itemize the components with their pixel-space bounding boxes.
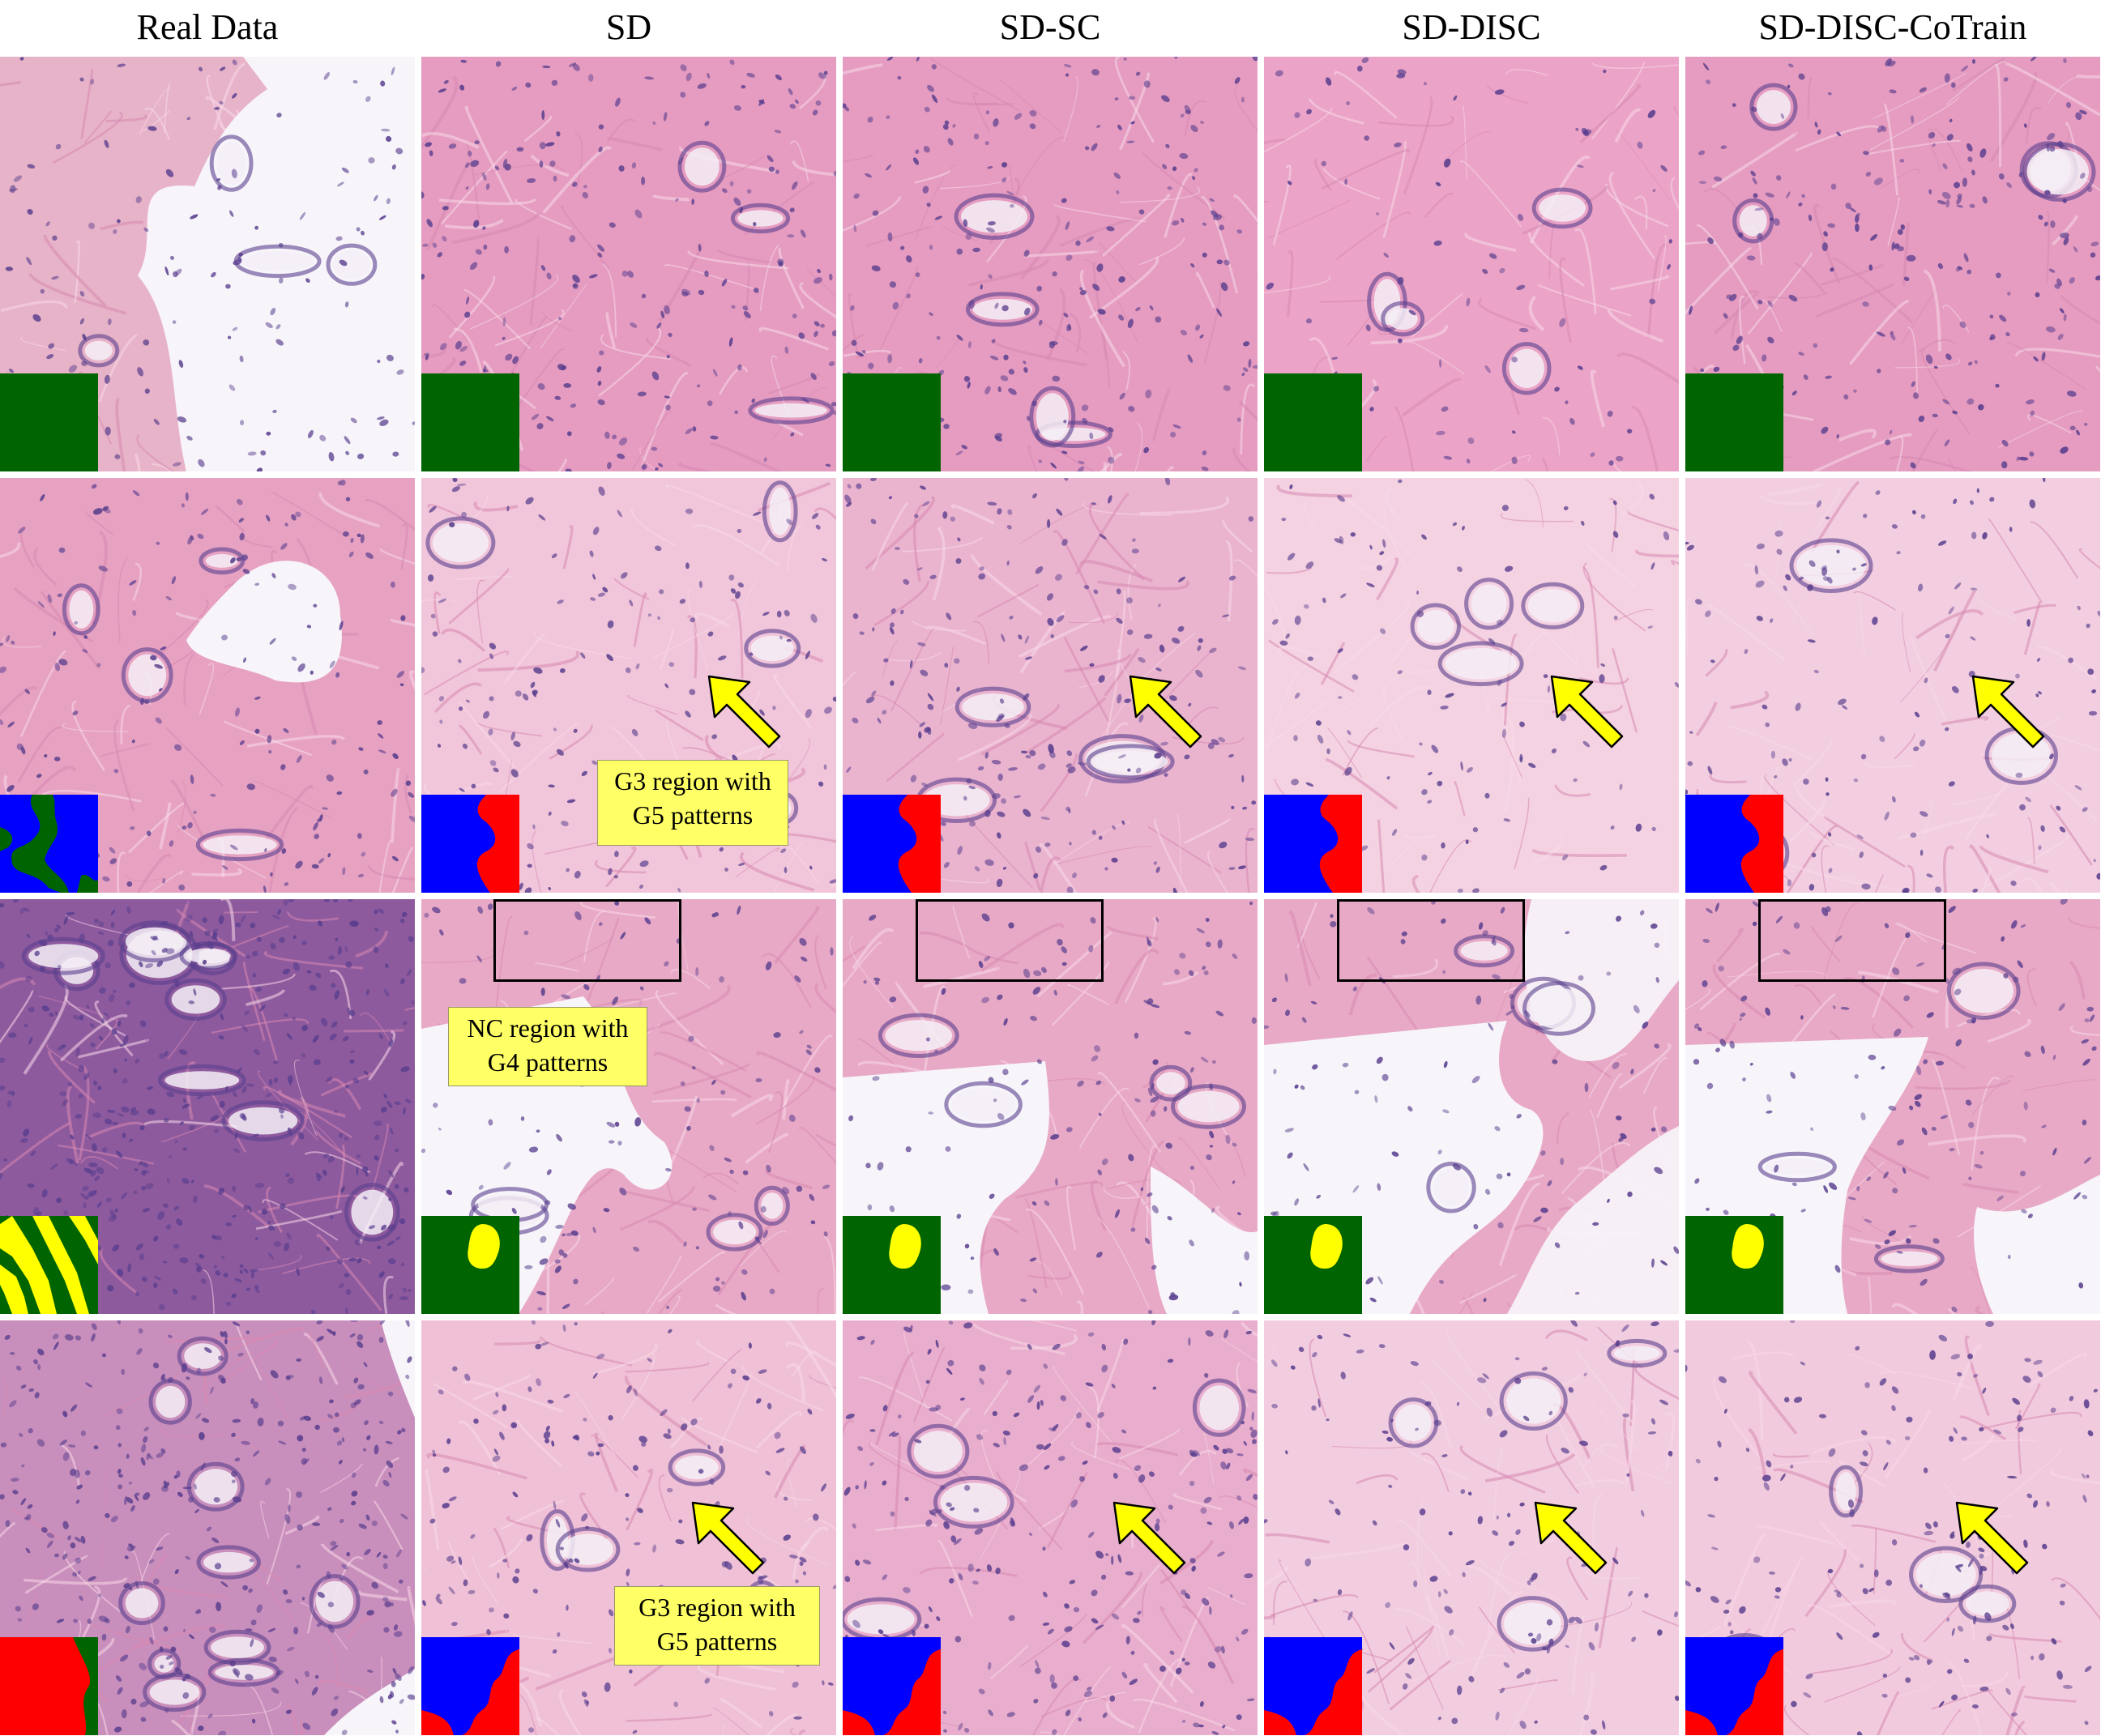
- segmentation-mask-inset: [421, 1216, 519, 1314]
- arrow-icon: [1531, 1499, 1612, 1580]
- tile-row1-sd-disc-cotrain: [1685, 57, 2100, 471]
- tile-row3-sd-sc: [843, 899, 1258, 1314]
- histology-image: [1264, 57, 1679, 471]
- segmentation-mask-inset: [0, 373, 98, 471]
- tile-row4-sd-disc: [1264, 1320, 1679, 1735]
- segmentation-mask-inset: [421, 795, 519, 893]
- segmentation-mask-inset: [1264, 1216, 1362, 1314]
- segmentation-mask-inset: [1685, 373, 1783, 471]
- highlight-box: [1758, 899, 1946, 982]
- highlight-box: [493, 899, 681, 982]
- annotation-note-line: G3 region with: [638, 1593, 796, 1622]
- tile-row1-sd: [421, 57, 836, 471]
- segmentation-mask-inset: [1264, 1637, 1362, 1735]
- segmentation-mask-inset: [843, 1216, 941, 1314]
- annotation-note-line: G3 region with: [614, 766, 771, 795]
- column-header-sd-disc: SD-DISC: [1402, 6, 1541, 47]
- column-header-sd: SD: [605, 6, 652, 47]
- arrow-icon: [1126, 672, 1207, 753]
- arrow-icon: [705, 672, 786, 753]
- segmentation-mask-inset: [1685, 795, 1783, 893]
- tile-row2-sd-disc: [1264, 478, 1679, 893]
- segmentation-mask-inset: [1685, 1216, 1783, 1314]
- highlight-box: [1337, 899, 1525, 982]
- segmentation-mask-inset: [421, 1637, 519, 1735]
- segmentation-mask-inset: [0, 1637, 98, 1735]
- tile-row1-sd-sc: [843, 57, 1258, 471]
- histology-image: [1685, 1320, 2100, 1735]
- segmentation-mask-inset: [843, 373, 941, 471]
- segmentation-mask-inset: [1264, 795, 1362, 893]
- arrow-icon: [1953, 1499, 2034, 1580]
- arrow-icon: [1548, 672, 1629, 753]
- segmentation-mask-inset: [0, 795, 98, 893]
- segmentation-mask-inset: [843, 1637, 941, 1735]
- histology-image: [0, 478, 415, 893]
- segmentation-mask-inset: [843, 795, 941, 893]
- segmentation-mask-inset: [0, 1216, 98, 1314]
- annotation-note-row4: G3 region with G5 patterns: [614, 1586, 820, 1666]
- histology-image: [1685, 899, 2100, 1314]
- segmentation-mask-inset: [1264, 373, 1362, 471]
- annotation-note-line: G4 patterns: [487, 1047, 609, 1077]
- column-header-real-data: Real Data: [136, 6, 279, 47]
- tile-row3-sd-disc-cotrain: [1685, 899, 2100, 1314]
- highlight-box: [916, 899, 1104, 982]
- segmentation-mask-inset: [421, 373, 519, 471]
- annotation-note-line: G5 patterns: [632, 800, 754, 830]
- annotation-note-line: NC region with: [467, 1013, 629, 1043]
- tile-row4-sd-sc: [843, 1320, 1258, 1735]
- tile-row2-sd-disc-cotrain: [1685, 478, 2100, 893]
- tile-row4-real-data: [0, 1320, 415, 1735]
- tile-row4-sd: [421, 1320, 836, 1735]
- tile-row1-sd-disc: [1264, 57, 1679, 471]
- tile-row2-real-data: [0, 478, 415, 893]
- histology-image: [421, 57, 836, 471]
- annotation-note-row3: NC region with G4 patterns: [448, 1007, 647, 1086]
- segmentation-mask-inset: [1685, 1637, 1783, 1735]
- column-header-sd-sc: SD-SC: [999, 6, 1101, 47]
- arrow-icon: [1969, 672, 2050, 753]
- annotation-note-row2: G3 region with G5 patterns: [597, 760, 788, 846]
- tile-row1-real-data: [0, 57, 415, 471]
- tile-row4-sd-disc-cotrain: [1685, 1320, 2100, 1735]
- arrow-icon: [689, 1499, 770, 1580]
- tile-row2-sd-sc: [843, 478, 1258, 893]
- column-header-sd-disc-cotrain: SD-DISC-CoTrain: [1758, 6, 2027, 47]
- tile-row3-sd-disc: [1264, 899, 1679, 1314]
- tile-row3-real-data: [0, 899, 415, 1314]
- annotation-note-line: G5 patterns: [656, 1627, 778, 1656]
- arrow-icon: [1110, 1499, 1191, 1580]
